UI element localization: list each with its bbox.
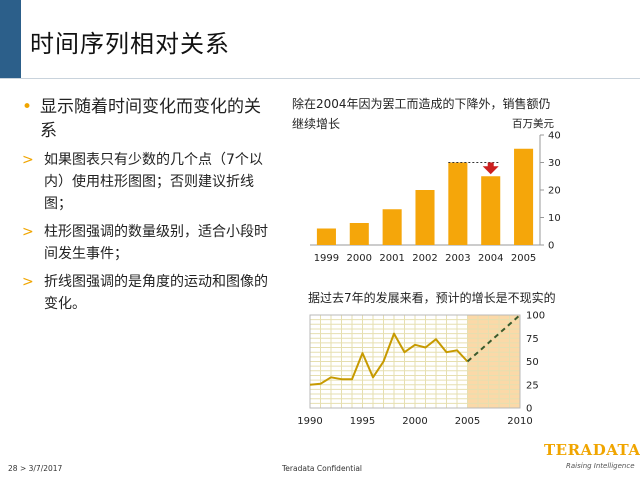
bar-chart: 0 10 20 30 40 1999 2000 2001 2002 2003 2004 2005 [310,131,561,264]
footer-confidential: Teradata Confidential [282,464,363,473]
line-chart: 0 25 50 75 100 1990 1995 2000 2005 2010 [298,311,545,428]
page-number: 28 [8,464,18,473]
chevron-right-icon: > [22,274,34,290]
x-tick-label: 2005 [511,253,536,264]
bar [349,223,369,245]
line-chart-title: 据过去7年的发展来看，预计的增长是不现实的 [308,291,556,305]
bullet-sub-text: 如果图表只有少数的几个点（7个以内）使用柱形图图；否则建议折线图； [44,152,263,212]
y-tick-label: 40 [548,131,561,142]
series-line [309,332,469,386]
x-tick-label: 2003 [445,253,470,264]
y-tick-label: 10 [548,213,561,224]
y-tick-label: 75 [526,334,539,345]
x-tick-label: 2005 [455,416,480,427]
bullet-dot-icon: • [22,97,33,117]
bullet-sub: > 柱形图强调的数量级别，适合小段时间发生事件； [22,221,272,265]
bullet-sub: > 折线图强调的是角度的运动和图像的变化。 [22,271,272,315]
forecast-line [466,314,521,363]
teradata-logo: TERADATA. Raising Intelligence [544,441,640,475]
plot-frame [309,314,521,409]
bar [415,190,435,245]
y-tick-label: 0 [548,241,554,252]
y-tick-label: 20 [548,186,561,197]
down-arrow-icon [482,162,499,175]
x-tick-label: 1999 [314,253,339,264]
x-tick-label: 2001 [379,253,404,264]
y-tick-label: 30 [548,158,561,169]
footer-date: 3/7/2017 [28,464,63,473]
chevron-right-icon: > [22,152,34,168]
footer-separator: > [19,464,27,473]
y-tick-label: 100 [526,311,545,322]
footer-page-info: 28 > 3/7/2017 [8,464,62,473]
y-tick-label: 50 [526,357,539,368]
logo-wordmark: TERADATA. [544,441,640,459]
bullet-main-text: 显示随着时间变化而变化的关系 [40,97,261,141]
bar [448,162,468,245]
title-divider [0,78,640,79]
bar-chart-title: 除在2004年因为罢工而造成的下降外，销售额仍继续增长 [292,97,551,131]
chevron-right-icon: > [22,224,34,240]
bullet-main: • 显示随着时间变化而变化的关系 [22,95,272,143]
logo-tagline: Raising Intelligence [566,462,635,470]
x-tick-label: 2000 [402,416,427,427]
y-tick-label: 0 [526,404,532,415]
slide-title: 时间序列相对关系 [30,30,230,58]
bar [514,148,534,245]
x-tick-label: 2004 [478,253,503,264]
x-tick-label: 2000 [347,253,372,264]
title-bar: 时间序列相对关系 [0,0,640,78]
bullet-sub-text: 折线图强调的是角度的运动和图像的变化。 [44,274,268,312]
bar [481,176,501,245]
title-accent-bar [0,0,21,78]
y-tick-label: 25 [526,380,539,391]
x-tick-label: 1995 [350,416,375,427]
bar [316,228,336,245]
x-tick-label: 2002 [412,253,437,264]
bullet-sub-text: 柱形图强调的数量级别，适合小段时间发生事件； [44,224,268,262]
bar [382,209,402,245]
bullet-sub: > 如果图表只有少数的几个点（7个以内）使用柱形图图；否则建议折线图； [22,149,272,215]
x-tick-label: 2010 [507,416,532,427]
x-tick-label: 1990 [298,416,323,427]
bullet-list: • 显示随着时间变化而变化的关系 > 如果图表只有少数的几个点（7个以内）使用柱… [22,95,272,315]
bar-chart-unit: 百万美元 [512,118,554,130]
